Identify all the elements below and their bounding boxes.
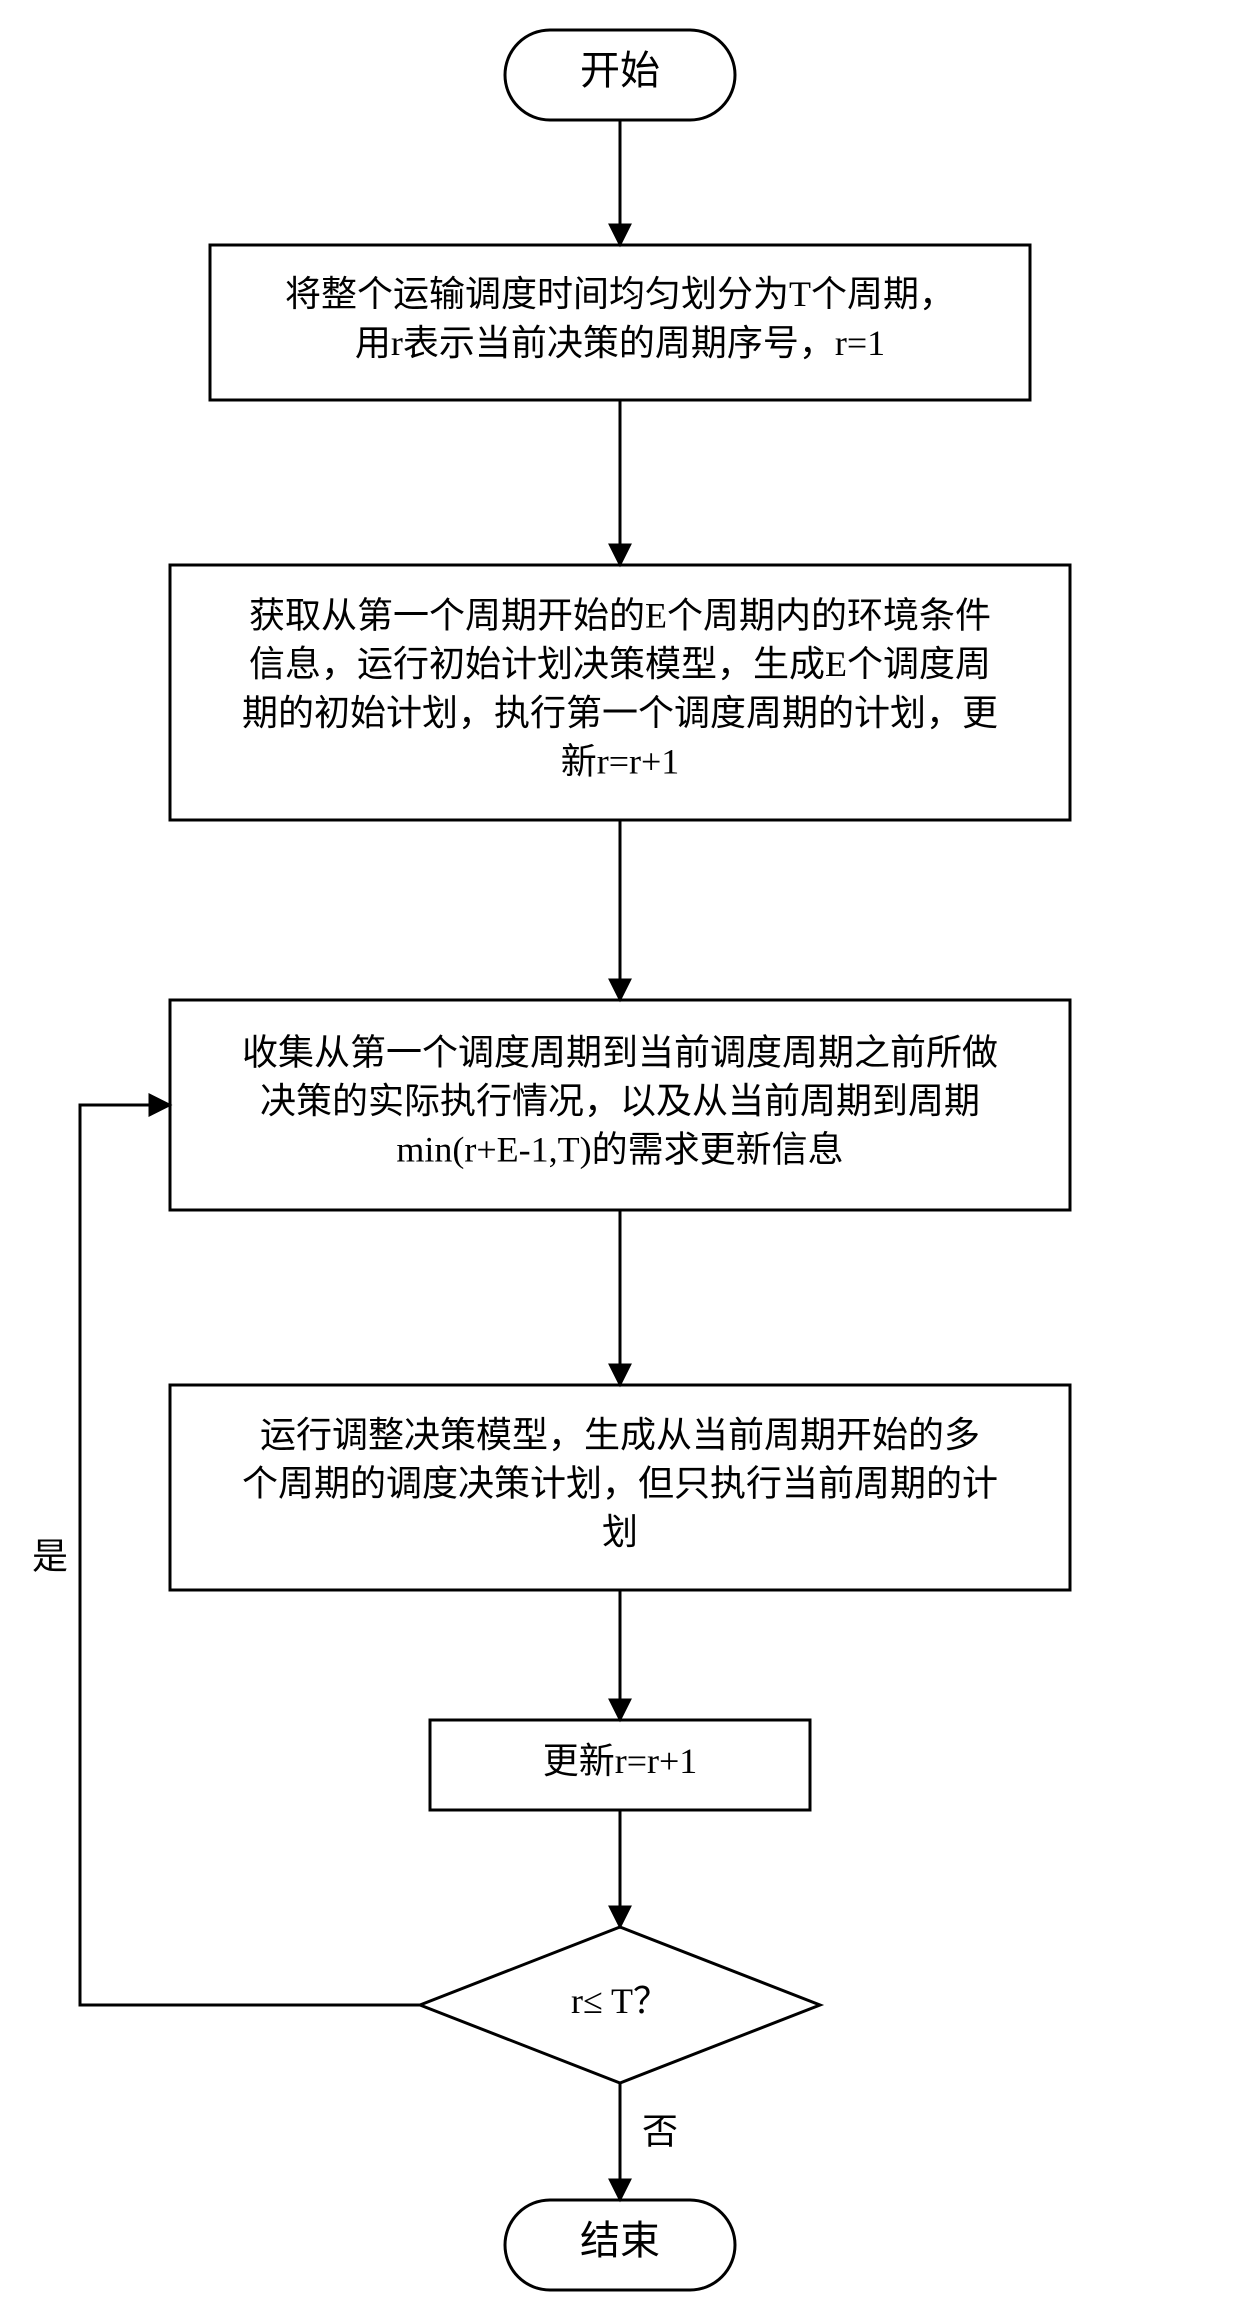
flowchart-canvas: 开始将整个运输调度时间均匀划分为T个周期，用r表示当前决策的周期序号，r=1 获取… [0, 0, 1240, 2317]
node-n2: 获取从第一个周期开始的E个周期内的环境条件信息，运行初始计划决策模型，生成E个调… [170, 565, 1070, 820]
edge-label-6: 否 [642, 2111, 678, 2151]
node-n4: 运行调整决策模型，生成从当前周期开始的多个周期的调度决策计划，但只执行当前周期的… [170, 1385, 1070, 1590]
svg-text:收集从第一个调度周期到当前调度周期之前所做决策的实际执行情况: 收集从第一个调度周期到当前调度周期之前所做决策的实际执行情况，以及从当前周期到周… [242, 1033, 998, 1170]
svg-text:开始: 开始 [580, 48, 660, 93]
svg-text:运行调整决策模型，生成从当前周期开始的多个周期的调度决策计划: 运行调整决策模型，生成从当前周期开始的多个周期的调度决策计划，但只执行当前周期的… [242, 1415, 998, 1552]
svg-text:更新r=r+1: 更新r=r+1 [543, 1741, 698, 1781]
node-n5: 更新r=r+1 [430, 1720, 810, 1810]
svg-text:将整个运输调度时间均匀划分为T个周期，用r表示当前决策的周期: 将整个运输调度时间均匀划分为T个周期，用r表示当前决策的周期序号，r=1 [285, 274, 955, 363]
node-end: 结束 [505, 2200, 735, 2290]
node-n1: 将整个运输调度时间均匀划分为T个周期，用r表示当前决策的周期序号，r=1 [210, 245, 1030, 400]
svg-text:获取从第一个周期开始的E个周期内的环境条件信息，运行初始计划: 获取从第一个周期开始的E个周期内的环境条件信息，运行初始计划决策模型，生成E个调… [242, 596, 998, 782]
edge-label-7: 是 [32, 1536, 68, 1576]
node-n3: 收集从第一个调度周期到当前调度周期之前所做决策的实际执行情况，以及从当前周期到周… [170, 1000, 1070, 1210]
edge-7 [80, 1105, 420, 2005]
node-start: 开始 [505, 30, 735, 120]
svg-text:结束: 结束 [580, 2218, 660, 2263]
node-dec: r≤ T？ [420, 1927, 820, 2083]
svg-text:r≤ T？: r≤ T？ [571, 1981, 669, 2021]
